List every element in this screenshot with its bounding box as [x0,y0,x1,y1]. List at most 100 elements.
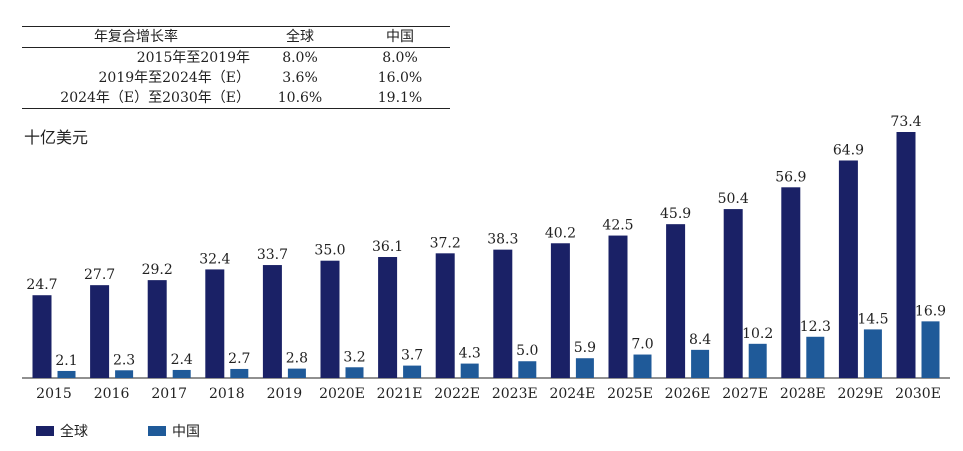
bar-china [230,368,249,378]
data-label-global: 40.2 [545,225,576,241]
data-label-china: 4.3 [459,346,481,362]
data-label-global: 33.7 [257,247,288,263]
data-label-global: 32.4 [199,251,230,267]
data-label-china: 3.2 [343,349,365,365]
bar-china [57,370,76,378]
data-label-china: 2.3 [113,352,135,368]
legend-label-global: 全球 [60,424,88,440]
cagr-table-header: 年复合增长率 全球 中国 [22,26,450,48]
cagr-china: 8.0% [382,50,418,66]
x-tick-label: 2027E [722,386,768,402]
bar-global [205,269,225,378]
table-row: 2019年至2024年（E） 3.6% 16.0% [22,68,450,88]
bar-global [147,280,167,378]
bar-global [262,265,282,378]
bar-global [838,160,858,378]
bar-global [493,249,513,378]
bar-global [723,209,743,378]
data-label-global: 27.7 [84,267,115,283]
data-label-global: 36.1 [372,239,403,255]
bar-global [378,257,398,378]
cagr-header-global: 全球 [286,29,314,45]
data-label-global: 56.9 [775,169,806,185]
data-label-china: 7.0 [631,337,653,353]
legend-label-china: 中国 [172,424,200,440]
data-label-china: 2.4 [171,352,193,368]
data-label-china: 5.0 [516,343,538,359]
x-tick-label: 2020E [319,386,365,402]
x-tick-label: 2025E [607,386,653,402]
data-label-china: 5.9 [574,340,596,356]
cagr-global: 8.0% [282,50,318,66]
bar-global [896,132,916,378]
bar-china [575,358,594,378]
cagr-header-period: 年复合增长率 [94,29,178,45]
bar-global [608,235,628,378]
legend-swatch-china [148,426,166,436]
cagr-china: 19.1% [377,90,423,106]
data-label-global: 37.2 [430,235,461,251]
x-tick-label: 2015 [36,386,72,402]
bar-global [320,260,340,378]
bar-china [518,361,537,378]
cagr-table: 年复合增长率 全球 中国 2015年至2019年 8.0% 8.0% 2019年… [22,26,450,109]
bar-china [633,354,652,378]
bar-china [691,349,710,378]
legend-item-global: 全球 [36,421,88,441]
x-tick-label: 2016 [94,386,130,402]
x-tick-label: 2018 [209,386,245,402]
bar-china [403,365,422,378]
legend-item-china: 中国 [148,421,200,441]
bar-global [32,295,52,378]
bar-china [172,369,191,378]
data-label-china: 2.7 [228,351,250,367]
bar-global [781,187,801,378]
bar-global [666,224,686,378]
data-label-global: 35.0 [314,243,345,259]
x-tick-label: 2029E [837,386,883,402]
cagr-global: 10.6% [277,90,323,106]
bar-china [460,363,479,378]
data-label-china: 12.3 [800,319,831,335]
table-row: 2015年至2019年 8.0% 8.0% [22,48,450,69]
legend-swatch-global [36,426,54,436]
bar-china [345,367,364,378]
x-tick-label: 2019 [267,386,303,402]
table-row: 2024年（E）至2030年（E） 10.6% 19.1% [22,88,450,109]
x-tick-label: 2026E [665,386,711,402]
data-label-china: 14.5 [857,311,888,327]
x-tick-label: 2017 [151,386,187,402]
data-label-china: 16.9 [915,303,946,319]
cagr-header-china: 中国 [386,29,414,45]
y-unit-label: 十亿美元 [24,128,89,147]
cagr-period: 2024年（E）至2030年（E） [60,90,250,106]
data-label-china: 2.1 [55,353,77,369]
data-label-global: 50.4 [718,191,749,207]
bar-global [90,285,110,378]
x-tick-label: 2023E [492,386,538,402]
bar-china [921,321,940,378]
data-label-global: 29.2 [142,262,173,278]
x-tick-label: 2021E [377,386,423,402]
data-label-china: 2.8 [286,351,308,367]
bar-china [287,368,306,378]
data-label-china: 3.7 [401,348,423,364]
x-tick-label: 2022E [434,386,480,402]
bar-global [550,243,570,378]
cagr-period: 2015年至2019年 [136,50,250,66]
data-label-china: 8.4 [689,332,711,348]
data-label-china: 10.2 [742,326,773,342]
data-label-global: 73.4 [890,114,921,130]
bar-china [806,336,825,378]
legend: 全球 中国 [36,421,260,441]
data-label-global: 24.7 [26,277,57,293]
data-label-global: 42.5 [602,218,633,234]
bar-china [115,370,134,378]
data-label-global: 45.9 [660,206,691,222]
cagr-period: 2019年至2024年（E） [98,70,250,86]
bar-global [435,253,455,378]
data-label-global: 64.9 [833,142,864,158]
x-tick-label: 2030E [895,386,941,402]
bar-china [863,329,882,378]
